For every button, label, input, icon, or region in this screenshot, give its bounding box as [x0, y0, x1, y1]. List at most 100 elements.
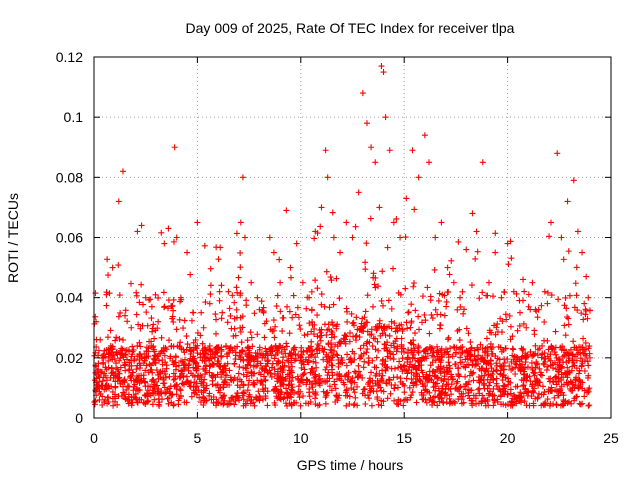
- data-point: [258, 350, 265, 357]
- data-point: [141, 350, 148, 357]
- data-point: [574, 228, 581, 235]
- data-point: [565, 321, 572, 328]
- data-point: [485, 359, 492, 366]
- data-point: [181, 399, 188, 406]
- data-point: [150, 321, 157, 328]
- data-point: [436, 290, 443, 297]
- data-point: [396, 358, 403, 365]
- data-point: [565, 248, 572, 255]
- data-point: [170, 376, 177, 383]
- data-point: [278, 348, 285, 355]
- data-point: [378, 387, 385, 394]
- data-point: [209, 361, 216, 368]
- data-point: [227, 376, 234, 383]
- data-point: [150, 346, 157, 353]
- data-point: [353, 314, 360, 321]
- data-point: [481, 349, 488, 356]
- data-point: [549, 345, 556, 352]
- data-point: [519, 346, 526, 353]
- data-point: [582, 346, 589, 353]
- data-point: [272, 387, 279, 394]
- data-point: [376, 317, 383, 324]
- data-point: [378, 397, 385, 404]
- data-point: [378, 375, 385, 382]
- data-point: [311, 331, 318, 338]
- data-point: [327, 274, 334, 281]
- data-point: [375, 401, 382, 408]
- data-point: [203, 362, 210, 369]
- data-point: [506, 363, 513, 370]
- data-point: [334, 371, 341, 378]
- data-point: [207, 282, 214, 289]
- data-point: [365, 359, 372, 366]
- data-point: [361, 322, 368, 329]
- data-point: [313, 364, 320, 371]
- data-point: [190, 339, 197, 346]
- data-point: [520, 276, 527, 283]
- data-point: [464, 348, 471, 355]
- y-tick-label: 0.04: [56, 290, 83, 306]
- data-point: [125, 400, 132, 407]
- data-point: [438, 219, 445, 226]
- data-point: [356, 334, 363, 341]
- data-point: [441, 375, 448, 382]
- data-point: [304, 377, 311, 384]
- data-point: [170, 238, 177, 245]
- data-point: [277, 379, 284, 386]
- data-point: [444, 336, 451, 343]
- data-point: [109, 343, 116, 350]
- data-point: [197, 332, 204, 339]
- data-point: [570, 177, 577, 184]
- data-point: [457, 383, 464, 390]
- data-point: [419, 319, 426, 326]
- data-point: [290, 347, 297, 354]
- data-point: [570, 338, 577, 345]
- data-point: [234, 289, 241, 296]
- data-point: [468, 397, 475, 404]
- data-point: [549, 378, 556, 385]
- data-point: [287, 264, 294, 271]
- data-point: [456, 337, 463, 344]
- data-point: [176, 373, 183, 380]
- data-point: [201, 242, 208, 249]
- data-point: [109, 356, 116, 363]
- data-point: [159, 361, 166, 368]
- data-point: [280, 314, 287, 321]
- data-point: [272, 342, 279, 349]
- data-point: [183, 373, 190, 380]
- data-point: [379, 372, 386, 379]
- data-point: [323, 332, 330, 339]
- data-point: [349, 375, 356, 382]
- data-point: [144, 387, 151, 394]
- data-point: [366, 395, 373, 402]
- data-point: [151, 335, 158, 342]
- data-point: [457, 354, 464, 361]
- data-point: [178, 296, 185, 303]
- data-point: [257, 371, 264, 378]
- data-points: [91, 63, 593, 409]
- y-tick-label: 0.12: [56, 49, 83, 65]
- data-point: [316, 401, 323, 408]
- data-point: [312, 371, 319, 378]
- data-point: [445, 359, 452, 366]
- data-point: [226, 367, 233, 374]
- data-point: [541, 288, 548, 295]
- data-point: [284, 357, 291, 364]
- data-point: [512, 370, 519, 377]
- data-point: [92, 313, 99, 320]
- data-point: [564, 198, 571, 205]
- data-point: [282, 400, 289, 407]
- data-point: [252, 353, 259, 360]
- data-point: [298, 364, 305, 371]
- data-point: [577, 349, 584, 356]
- data-point: [345, 369, 352, 376]
- data-point: [283, 340, 290, 347]
- data-point: [291, 344, 298, 351]
- data-point: [525, 291, 532, 298]
- data-point: [142, 379, 149, 386]
- data-point: [140, 301, 147, 308]
- data-point: [409, 389, 416, 396]
- data-point: [576, 367, 583, 374]
- data-point: [254, 294, 261, 301]
- data-point: [450, 279, 457, 286]
